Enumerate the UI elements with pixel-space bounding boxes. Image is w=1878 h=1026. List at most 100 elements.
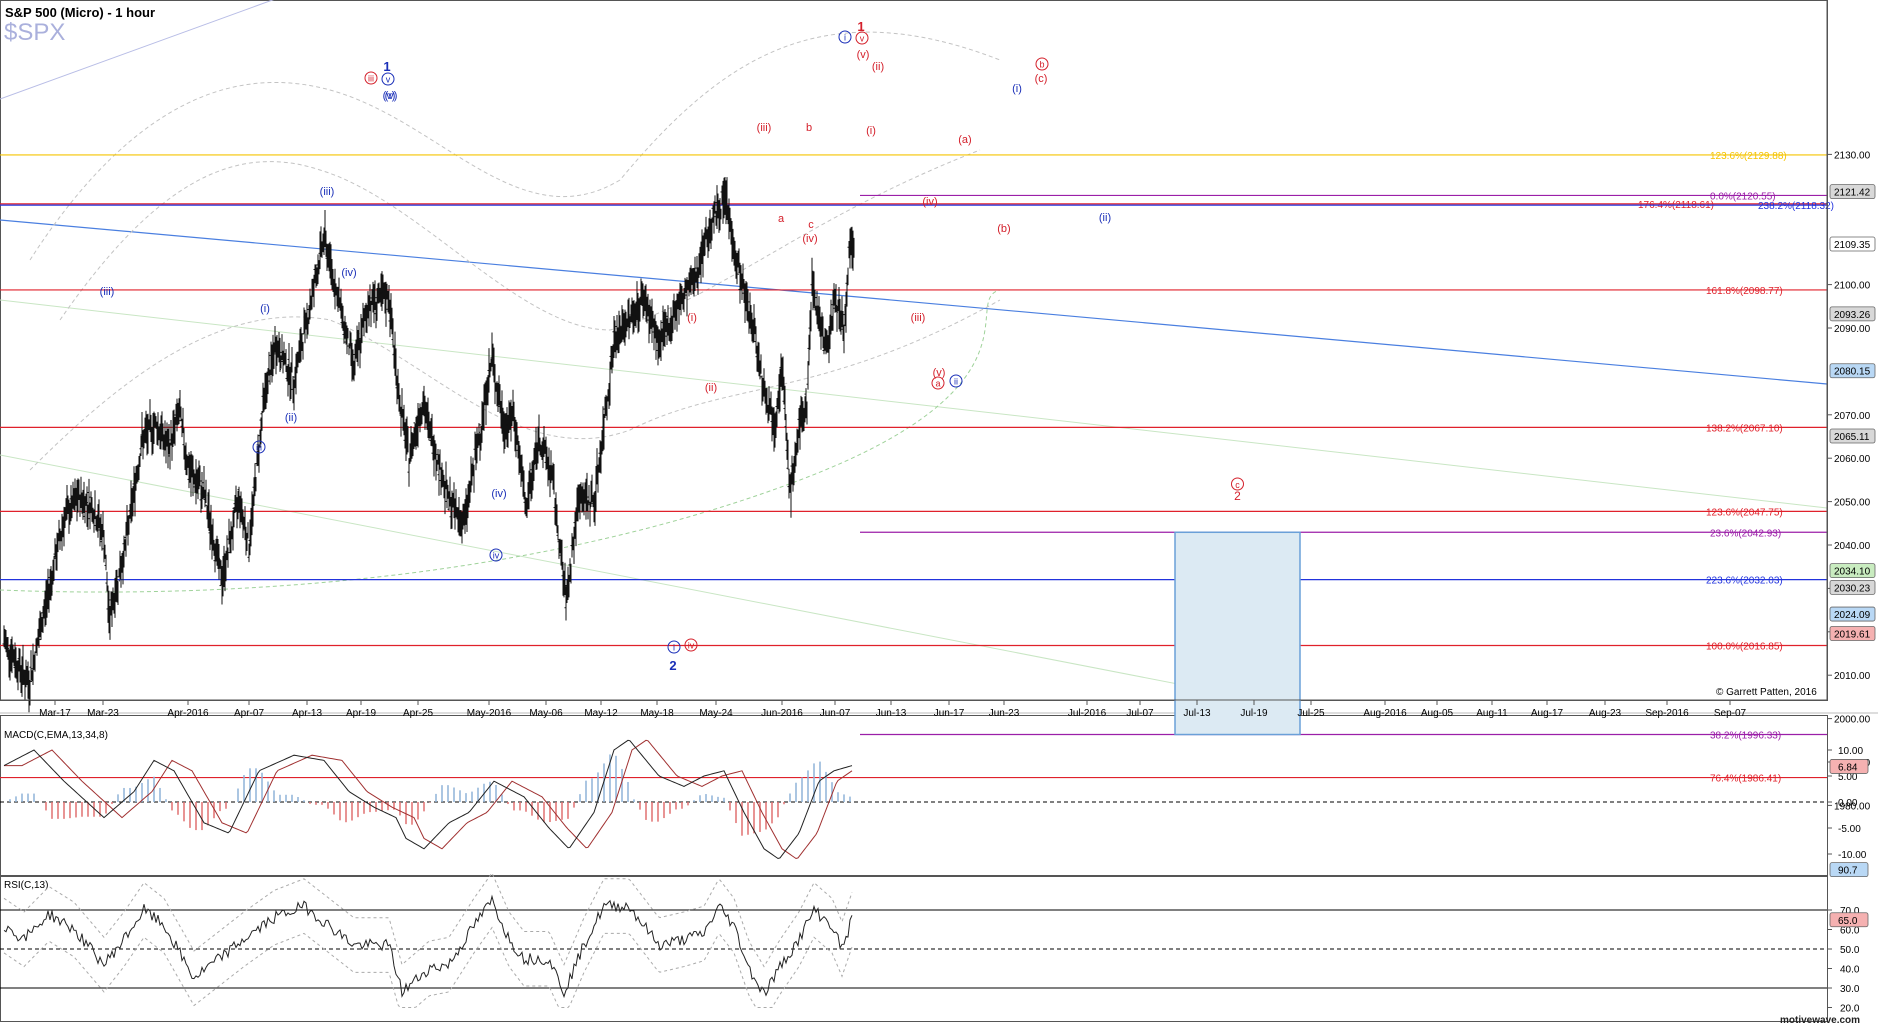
candle: [55, 532, 58, 571]
candle: [814, 305, 817, 316]
candle: [179, 406, 182, 422]
candle: [675, 293, 678, 332]
candle: [201, 486, 204, 500]
y-tick-label: 2090.00: [1834, 324, 1871, 335]
candle: [32, 654, 35, 670]
candle: [711, 205, 714, 223]
candle: [482, 384, 485, 431]
candle: [267, 351, 270, 376]
candle: [26, 661, 29, 699]
wave-label: (iv): [491, 488, 506, 500]
candle: [165, 422, 168, 447]
price-badge-box: [1829, 580, 1876, 595]
wave-label: i: [667, 640, 681, 654]
candle: [53, 538, 56, 558]
candle: [418, 403, 421, 433]
candle: [330, 259, 333, 290]
target-box: [1174, 531, 1301, 736]
wave-label-text: a: [778, 213, 785, 225]
candle: [677, 291, 680, 325]
x-tick-label: Aug-17: [1531, 708, 1564, 719]
candle: [170, 433, 173, 461]
candle: [271, 334, 274, 377]
candle: [88, 502, 91, 530]
candle: [550, 465, 553, 481]
candle: [693, 256, 696, 292]
candle: [537, 414, 540, 452]
fib-label: 223.6%(2032.03): [1706, 576, 1783, 587]
candle: [655, 324, 658, 343]
x-tick-label: May-2016: [467, 708, 512, 719]
candle: [192, 469, 195, 485]
candle: [539, 444, 542, 458]
candle: [491, 343, 494, 376]
candle: [732, 237, 735, 266]
candle: [202, 466, 205, 499]
candle: [568, 558, 571, 582]
candle: [827, 326, 830, 364]
candle: [278, 337, 281, 372]
macd-line: [3, 739, 853, 860]
fib-levels: 123.6%(2129.88)0.0%(2120.55)176.4%(2118.…: [0, 151, 1834, 785]
bollinger-mid: [59, 149, 981, 331]
candle: [660, 328, 663, 343]
candle: [386, 290, 389, 313]
candle: [816, 305, 819, 329]
candle: [733, 240, 736, 272]
candle: [640, 281, 643, 307]
wave-label: (iii): [320, 186, 335, 198]
candle: [494, 382, 497, 392]
candle: [72, 488, 75, 511]
candle: [572, 526, 575, 565]
wave-label: (ii): [872, 61, 884, 73]
trend-line: [0, 219, 1828, 385]
candle: [450, 490, 453, 529]
candle: [223, 553, 226, 592]
candle: [262, 387, 265, 412]
candle: [507, 400, 510, 433]
wave-label-text: c: [808, 219, 814, 231]
candle: [626, 299, 629, 328]
x-tick-label: Jul-2016: [1068, 708, 1107, 719]
price-badge-label: 2030.23: [1834, 583, 1871, 594]
candle: [847, 241, 850, 259]
candle: [77, 479, 80, 500]
candle: [211, 518, 214, 551]
candle: [397, 383, 400, 412]
candle: [455, 507, 458, 520]
candle: [95, 514, 98, 532]
candle: [40, 616, 43, 633]
rsi-badge-upper-value: 90.7: [1838, 866, 1858, 877]
candle: [89, 491, 92, 514]
candle: [108, 606, 111, 640]
candle: [130, 488, 133, 522]
candle: [560, 539, 563, 570]
price-badge: 2093.26: [1829, 306, 1876, 322]
candle: [487, 348, 490, 393]
candle: [523, 492, 526, 515]
candle: [522, 470, 525, 500]
candle: [216, 538, 219, 570]
fib-label: 38.2%(1996.33): [1710, 731, 1781, 742]
candle: [595, 448, 598, 485]
candle: [451, 492, 454, 508]
target-wave-label: 2: [1234, 489, 1241, 503]
wave-label: (i): [687, 312, 697, 324]
candle: [13, 642, 16, 678]
candle: [83, 496, 86, 524]
candle: [394, 348, 397, 386]
candle: [200, 471, 203, 509]
candle: [604, 394, 607, 416]
candle: [290, 347, 293, 373]
candle: [357, 322, 360, 351]
candle: [790, 455, 793, 485]
candle: [820, 312, 823, 337]
candle: [37, 618, 40, 648]
candle: [673, 301, 676, 330]
candle: [65, 485, 68, 520]
candle: [536, 426, 539, 464]
candle: [261, 382, 264, 413]
candle: [490, 332, 493, 367]
candle: [795, 428, 798, 456]
candle: [644, 284, 647, 322]
